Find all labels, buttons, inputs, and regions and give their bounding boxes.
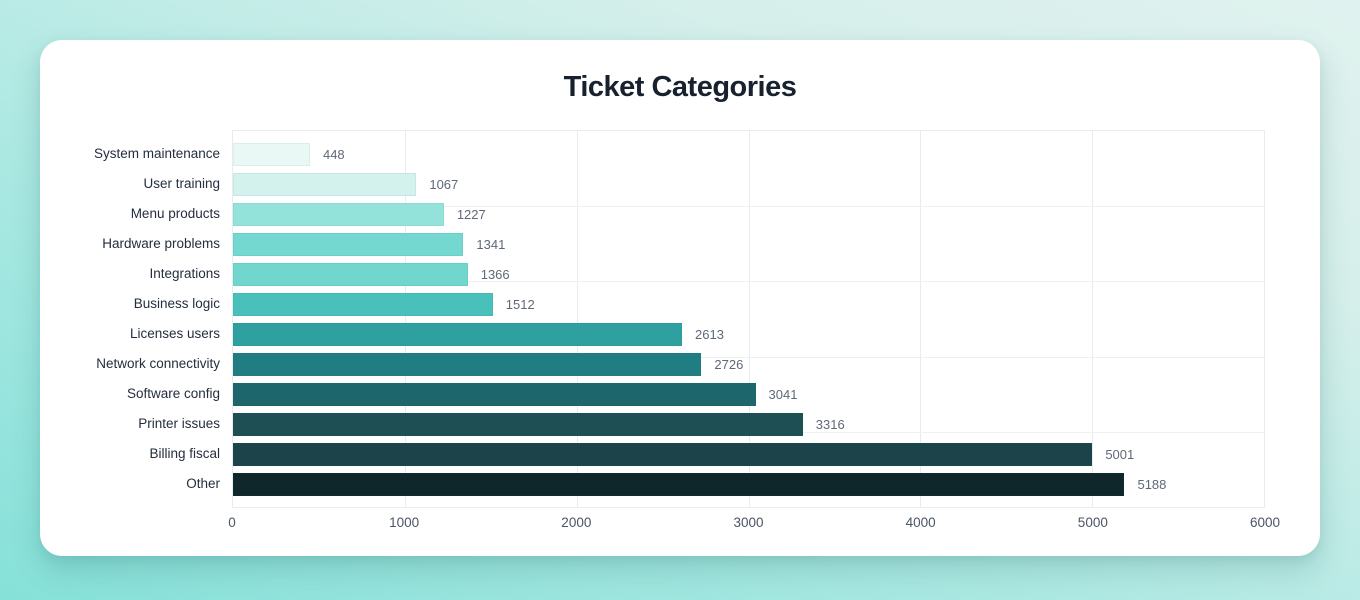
bar-row: 3041 [233, 379, 1264, 409]
value-label: 1512 [505, 296, 535, 312]
bar-user-training [233, 172, 417, 196]
category-label: Integrations [149, 266, 220, 281]
category-label: User training [143, 176, 220, 191]
bar-printer-issues [233, 412, 803, 436]
category-label: Billing fiscal [149, 446, 220, 461]
chart-title: Ticket Categories [563, 71, 797, 103]
bar-row: 2613 [233, 319, 1264, 349]
grid-line-vertical [920, 131, 922, 507]
bar-software-config [233, 382, 756, 406]
value-label: 1067 [429, 176, 459, 192]
bar-billing-fiscal [233, 442, 1093, 466]
x-axis-tick-label: 4000 [905, 515, 936, 530]
bar-chart: System maintenance User training Menu prod… [40, 130, 1265, 508]
bar-hardware-problems [233, 232, 464, 256]
bar-network-connectivity [233, 352, 702, 376]
value-label: 2726 [714, 356, 744, 372]
bar-row: 5001 [233, 439, 1264, 469]
category-label: Hardware problems [102, 236, 220, 251]
value-label: 1227 [456, 206, 486, 222]
bar-row: 448 [233, 139, 1264, 169]
grid-line-vertical [1092, 131, 1094, 507]
bar-integrations [233, 262, 468, 286]
category-axis: System maintenance User training Menu prod… [40, 130, 232, 508]
value-label: 1366 [480, 266, 510, 282]
chart-card: Ticket Categories System maintenance User… [40, 40, 1320, 556]
grid-line-horizontal [233, 206, 1264, 208]
category-label: Licenses users [129, 326, 220, 341]
category-label: Business logic [133, 296, 220, 311]
bar-row: 3316 [233, 409, 1264, 439]
x-axis-tick-label: 2000 [561, 515, 592, 530]
category-label: System maintenance [93, 146, 220, 161]
grid-line-horizontal [233, 356, 1264, 358]
grid-line-vertical [748, 131, 750, 507]
bar-row: 5188 [233, 469, 1264, 499]
bar-rows: 448 1067 1227 1341 1366 1512 2613 2726 3041 3316 5… [233, 131, 1264, 507]
value-label: 2613 [695, 326, 724, 342]
value-label: 1341 [476, 236, 506, 252]
value-label: 448 [322, 146, 345, 162]
bar-row: 1366 [233, 259, 1264, 289]
category-label: Printer issues [138, 416, 220, 431]
x-axis-tick-label: 0 [228, 515, 236, 530]
bar-licenses-users [233, 322, 682, 346]
grid-line-vertical [576, 131, 578, 507]
bar-row: 1341 [233, 229, 1264, 259]
x-axis-tick-label: 3000 [733, 515, 764, 530]
value-axis: 0 1000 2000 3000 4000 5000 6000 [228, 515, 1280, 533]
bar-menu-products [233, 202, 444, 226]
category-label: Other [186, 476, 220, 491]
category-label: Network connectivity [96, 356, 220, 371]
value-label: 3041 [768, 386, 798, 402]
grid-line-vertical [404, 131, 406, 507]
x-axis-tick-label: 1000 [389, 515, 420, 530]
bar-row: 2726 [233, 349, 1264, 379]
bar-business-logic [233, 292, 493, 316]
bar-row: 1512 [233, 289, 1264, 319]
bar-row: 1227 [233, 199, 1264, 229]
category-label: Software config [126, 386, 220, 401]
x-axis-tick-label: 6000 [1249, 515, 1281, 530]
value-label: 5001 [1105, 446, 1135, 462]
x-axis-tick-label: 5000 [1077, 515, 1108, 530]
value-label: 5188 [1137, 476, 1167, 492]
bar-row: 1067 [233, 169, 1264, 199]
value-label: 3316 [815, 416, 845, 432]
bar-system-maintenance [233, 142, 310, 166]
grid-line-horizontal [233, 281, 1264, 283]
plot-area: 448 1067 1227 1341 1366 1512 2613 2726 3041 3316 5… [232, 130, 1265, 508]
bar-other [233, 472, 1125, 496]
category-label: Menu products [130, 206, 220, 221]
